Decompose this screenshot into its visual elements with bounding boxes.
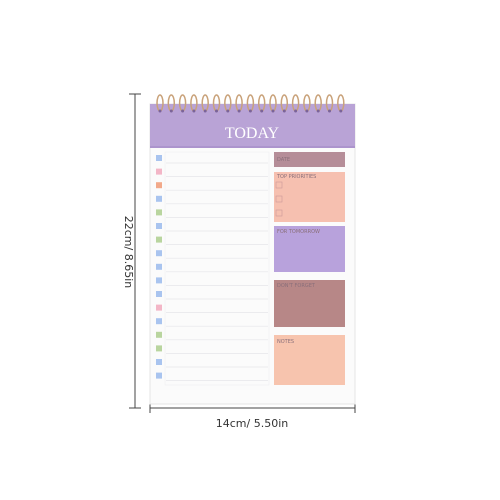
checkbox (275, 181, 283, 189)
color-square (156, 331, 162, 338)
color-square (156, 263, 162, 270)
spiral-hole (237, 109, 241, 113)
color-square (156, 182, 162, 189)
height-label: 22cm/ 8.65in (122, 216, 135, 289)
list-area (164, 151, 270, 386)
date-box (274, 152, 345, 167)
color-square (156, 345, 162, 352)
checkbox (275, 209, 283, 217)
spiral-hole (181, 109, 185, 113)
spiral-hole (260, 109, 264, 113)
checkbox (275, 195, 283, 203)
spiral-hole (282, 109, 286, 113)
header-band (150, 104, 355, 148)
color-square (156, 155, 162, 161)
spiral-hole (271, 109, 275, 113)
spiral-hole (305, 109, 309, 113)
notes-box (274, 335, 345, 385)
color-square (156, 250, 162, 257)
header-title: TODAY (225, 125, 280, 142)
color-square (156, 359, 162, 365)
spiral-hole (226, 109, 230, 113)
color-square (156, 209, 162, 216)
priorities-box (274, 172, 345, 222)
color-square (156, 195, 162, 202)
color-square (156, 168, 162, 175)
spiral-hole (203, 109, 207, 113)
color-square (156, 277, 162, 284)
tomorrow-box (274, 226, 345, 272)
color-square (156, 291, 162, 297)
color-square (156, 318, 162, 325)
spiral-hole (328, 109, 331, 113)
color-square (156, 372, 162, 379)
section-label: DATE (277, 157, 290, 163)
task-list (156, 151, 270, 386)
color-square (156, 304, 162, 311)
spiral-hole (158, 109, 162, 113)
spiral (156, 94, 345, 113)
spiral-hole (316, 109, 320, 113)
section-label: NOTES (277, 339, 294, 345)
section-label: FOR TOMORROW (277, 229, 320, 235)
section-label: DON'T FORGET (277, 283, 316, 289)
spiral-hole (248, 109, 252, 113)
spiral-hole (192, 109, 196, 113)
spiral-hole (169, 109, 173, 113)
color-square (156, 236, 162, 243)
color-square (156, 223, 162, 229)
section-label: TOP PRIORITIES (276, 174, 316, 180)
spiral-hole (339, 109, 343, 113)
forget-box (274, 280, 345, 327)
spiral-hole (215, 109, 218, 113)
width-label: 14cm/ 5.50in (216, 417, 289, 430)
spiral-hole (294, 109, 298, 113)
